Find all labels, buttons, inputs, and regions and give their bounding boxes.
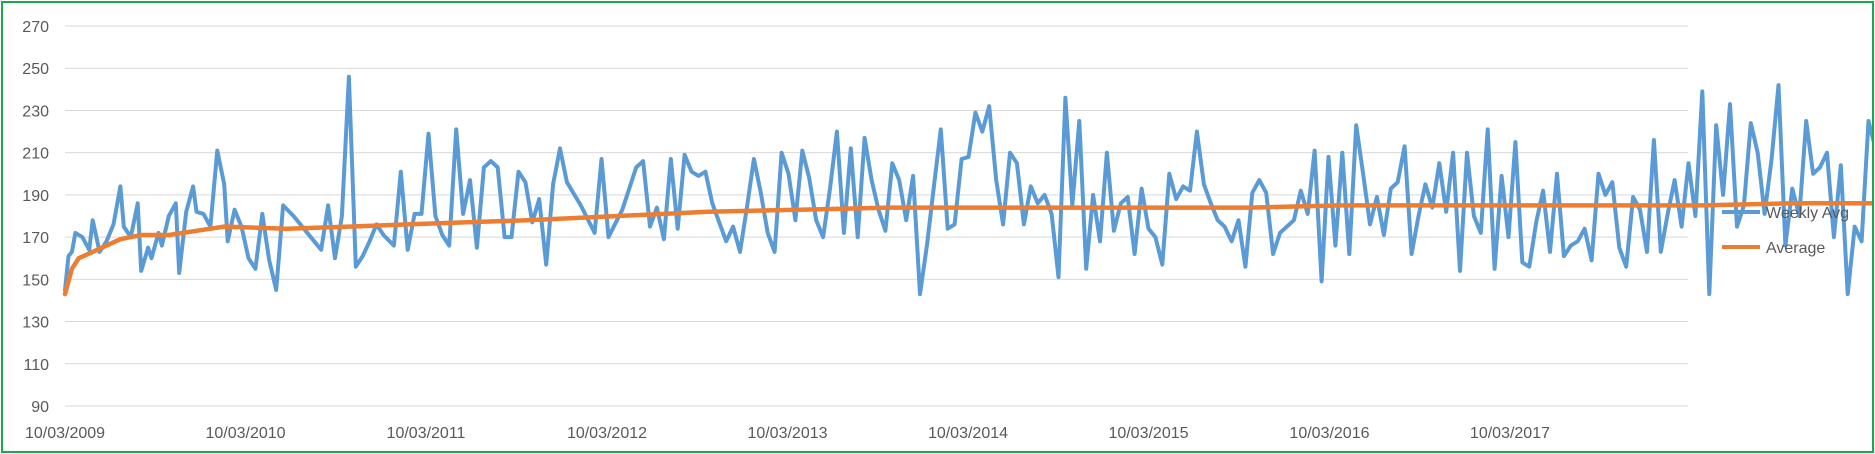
x-tick-label-5: 10/03/2014 [928,425,1008,442]
y-tick-label-210: 210 [22,146,49,163]
legend: Weekly Avg Average [1722,205,1849,257]
x-tick-label-0: 10/03/2009 [25,425,105,442]
y-axis-labels: 90 110 130 150 170 190 210 230 250 270 [22,19,49,416]
y-tick-label-190: 190 [22,188,49,205]
gridlines [65,25,1688,407]
x-tick-label-3: 10/03/2012 [567,425,647,442]
y-tick-label-250: 250 [22,61,49,78]
x-tick-label-8: 10/03/2017 [1470,425,1550,442]
chart-canvas: 90 110 130 150 170 190 210 230 250 270 10/03/2009… [22,19,1872,442]
y-tick-label-170: 170 [22,230,49,247]
x-tick-label-7: 10/03/2016 [1289,425,1369,442]
series-line-average [62,201,1872,297]
series-line-weekly-avg [63,74,1872,297]
x-tick-label-6: 10/03/2015 [1108,425,1188,442]
x-tick-label-2: 10/03/2011 [387,425,466,442]
y-tick-label-110: 110 [23,357,49,374]
x-tick-label-4: 10/03/2013 [747,425,827,442]
legend-item-average: Average [1722,240,1825,257]
y-tick-label-130: 130 [22,315,49,332]
series-layer [62,74,1872,297]
y-tick-label-150: 150 [22,272,49,289]
legend-label-average: Average [1766,240,1825,257]
y-tick-label-90: 90 [31,399,49,416]
y-tick-label-230: 230 [22,103,49,120]
legend-label-weekly-avg: Weekly Avg [1766,205,1849,222]
x-axis-labels: 10/03/2009 10/03/2010 10/03/2011 10/03/2012… [25,425,1550,442]
y-tick-label-270: 270 [22,19,49,36]
legend-item-weekly-avg: Weekly Avg [1722,205,1849,222]
x-tick-label-1: 10/03/2010 [205,425,285,442]
